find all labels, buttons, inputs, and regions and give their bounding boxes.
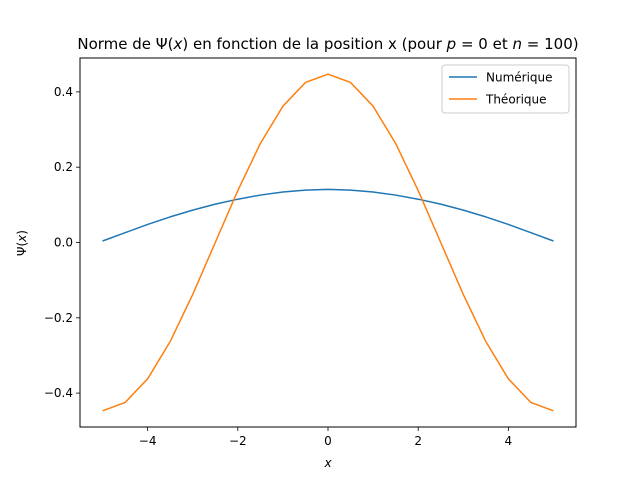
y-tick-label: 0.2 (54, 160, 73, 174)
series-line-theorique (102, 73, 554, 412)
x-tick-label: 0 (324, 434, 332, 448)
y-axis-label: Ψ(x) (15, 230, 29, 256)
x-axis-label: x (323, 456, 332, 470)
ticks-layer: −4 −2 0 2 4 −0.4 −0.2 0.0 0.2 0.4 (44, 85, 512, 448)
y-tick-label: 0.4 (54, 85, 73, 99)
legend-label-numerique: Numérique (486, 71, 553, 85)
legend-label-theorique: Théorique (485, 93, 547, 107)
x-tick-label: 2 (414, 434, 422, 448)
legend: Numérique Théorique (441, 64, 570, 114)
x-tick-label: 4 (505, 434, 513, 448)
chart-title: Norme de Ψ(x) en fonction de la position… (77, 35, 578, 53)
y-tick-label: −0.2 (44, 311, 73, 325)
x-tick-label: −2 (229, 434, 247, 448)
y-tick-label: 0.0 (54, 236, 73, 250)
y-tick-label: −0.4 (44, 386, 73, 400)
series-line-numerique (102, 188, 554, 242)
x-tick-label: −4 (139, 434, 157, 448)
series-layer (102, 73, 554, 412)
